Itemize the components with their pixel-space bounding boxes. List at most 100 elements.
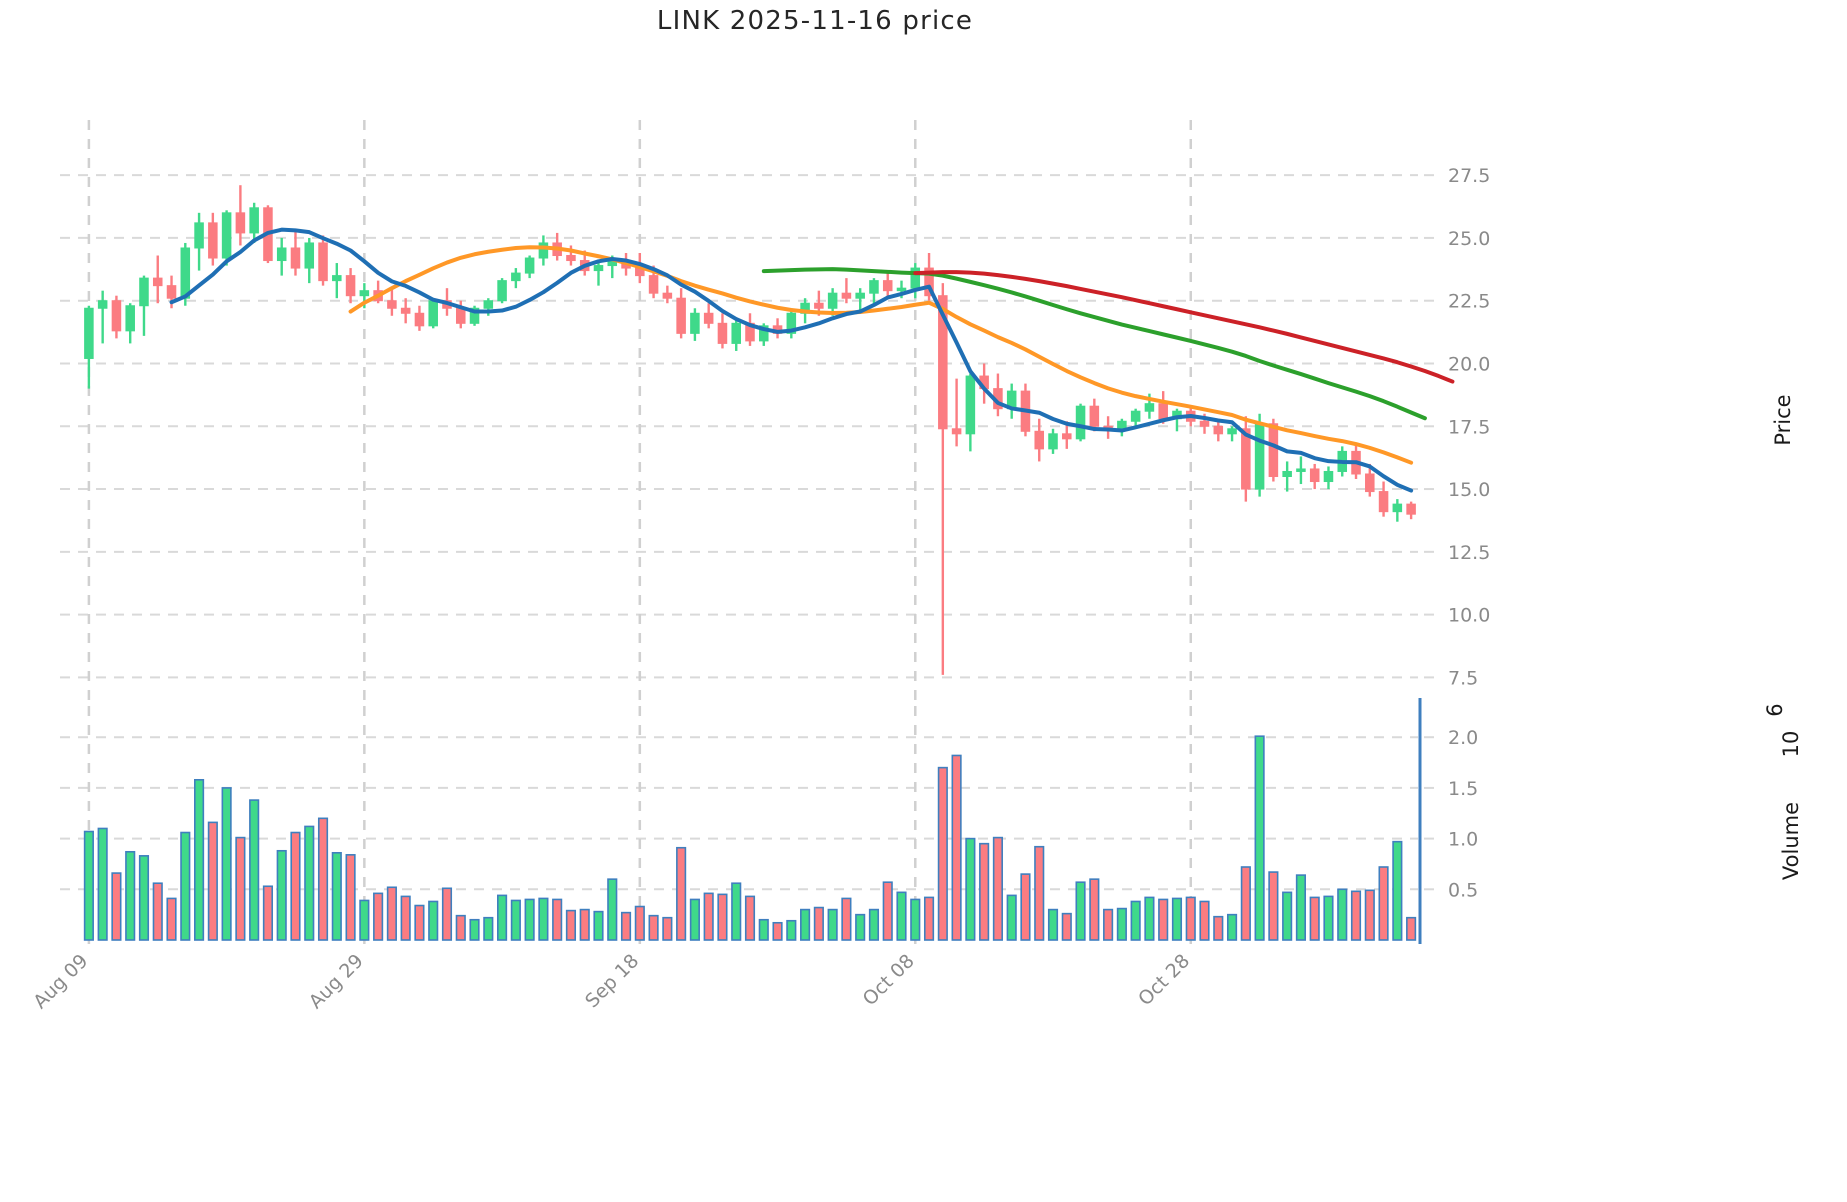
volume-bar [455,914,466,941]
candle-body [938,295,948,430]
candle-body [428,300,438,327]
candle-body [1365,473,1375,493]
volume-bar [1323,895,1334,941]
candle-body [1254,423,1265,490]
volume-bar [1020,873,1031,941]
candle-body [387,300,397,309]
candle-body [332,275,342,282]
candle-body [1144,403,1155,412]
volume-bar [758,918,769,941]
ma-line-50 [761,267,1427,421]
candle-body [139,277,149,307]
volume-bar [194,778,205,941]
x-tick-label: Oct 08 [859,950,919,1010]
volume-bar [262,885,274,941]
volume-exponent-superscript: 6 [1763,703,1787,716]
volume-bar [1350,890,1362,941]
volume-bar [386,886,397,941]
candle-body [318,242,328,282]
candle-body [869,280,879,294]
candle-body [593,265,604,272]
candle-body [896,287,907,292]
candle-body [276,247,287,262]
volume-bar [1103,908,1114,941]
volume-bars-layer [83,735,1417,941]
candle-body [1323,470,1334,483]
candle-body [524,257,535,274]
volume-bar [607,878,618,941]
candle-body [97,300,108,309]
volume-bar [304,825,315,941]
candle-body [1241,428,1251,490]
volume-bar [772,921,783,941]
volume-bar [97,827,108,941]
volume-bar [662,916,673,941]
volume-bar [731,882,742,941]
candle-body [1309,468,1320,483]
volume-bar [1171,897,1183,941]
candle-body [676,297,686,334]
volume-bar [634,905,645,941]
volume-bar [703,892,714,941]
volume-bar [331,851,342,941]
price-tick-label: 7.5 [1448,667,1478,689]
candle-body [965,375,976,435]
candle-body [648,275,659,294]
volume-bar [841,897,852,941]
candle-body [566,255,576,262]
candle-body [249,207,259,234]
candle-body [1378,491,1389,513]
candle-body [855,292,865,299]
volume-bar [1144,896,1155,941]
volume-bar [1392,840,1403,941]
volume-bar [951,754,962,941]
volume-bar [510,899,521,941]
candle-body [497,280,507,302]
volume-bar [1185,896,1196,941]
volume-bar [676,846,687,941]
price-tick-label: 10.0 [1448,605,1490,627]
volume-bar [1199,900,1210,941]
candle-body [208,222,218,259]
candle-body [290,247,301,269]
candle-body [345,275,356,297]
candle-body [1227,428,1237,435]
candle-body [1089,405,1100,427]
candle-body [1158,403,1168,420]
volume-bar [180,831,191,941]
volume-bar [579,908,590,941]
volume-bar [414,904,425,941]
candle-body [662,292,673,299]
candle-body [511,272,521,282]
volume-bar [221,787,232,941]
candle-body [84,307,94,359]
price-candles-layer [84,185,1416,675]
candle-body [304,242,315,269]
page-title: LINK 2025-11-16 price [656,6,974,36]
candle-body [235,212,246,234]
candle-body [194,222,204,249]
moving-average-layer [169,227,1455,493]
volume-bar [1213,915,1224,941]
candle-body [1199,420,1210,427]
volume-bar [290,831,301,941]
volume-bar [1034,845,1045,941]
candle-body [483,300,494,309]
candle-body [1075,405,1086,440]
volume-bar [717,893,728,941]
candle-body [359,290,370,297]
volume-bar [882,881,893,941]
candle-body [924,267,934,297]
volume-bar [1089,878,1100,941]
volume-tick-label: 1.0 [1448,829,1478,851]
candle-body [1117,420,1127,430]
price-tick-label: 22.5 [1448,291,1490,313]
volume-bar [83,830,94,941]
volume-bar [1406,916,1417,941]
volume-bar [1130,900,1141,941]
candle-body [1213,425,1224,435]
volume-tick-label: 1.5 [1448,778,1478,800]
volume-bar [565,909,577,941]
